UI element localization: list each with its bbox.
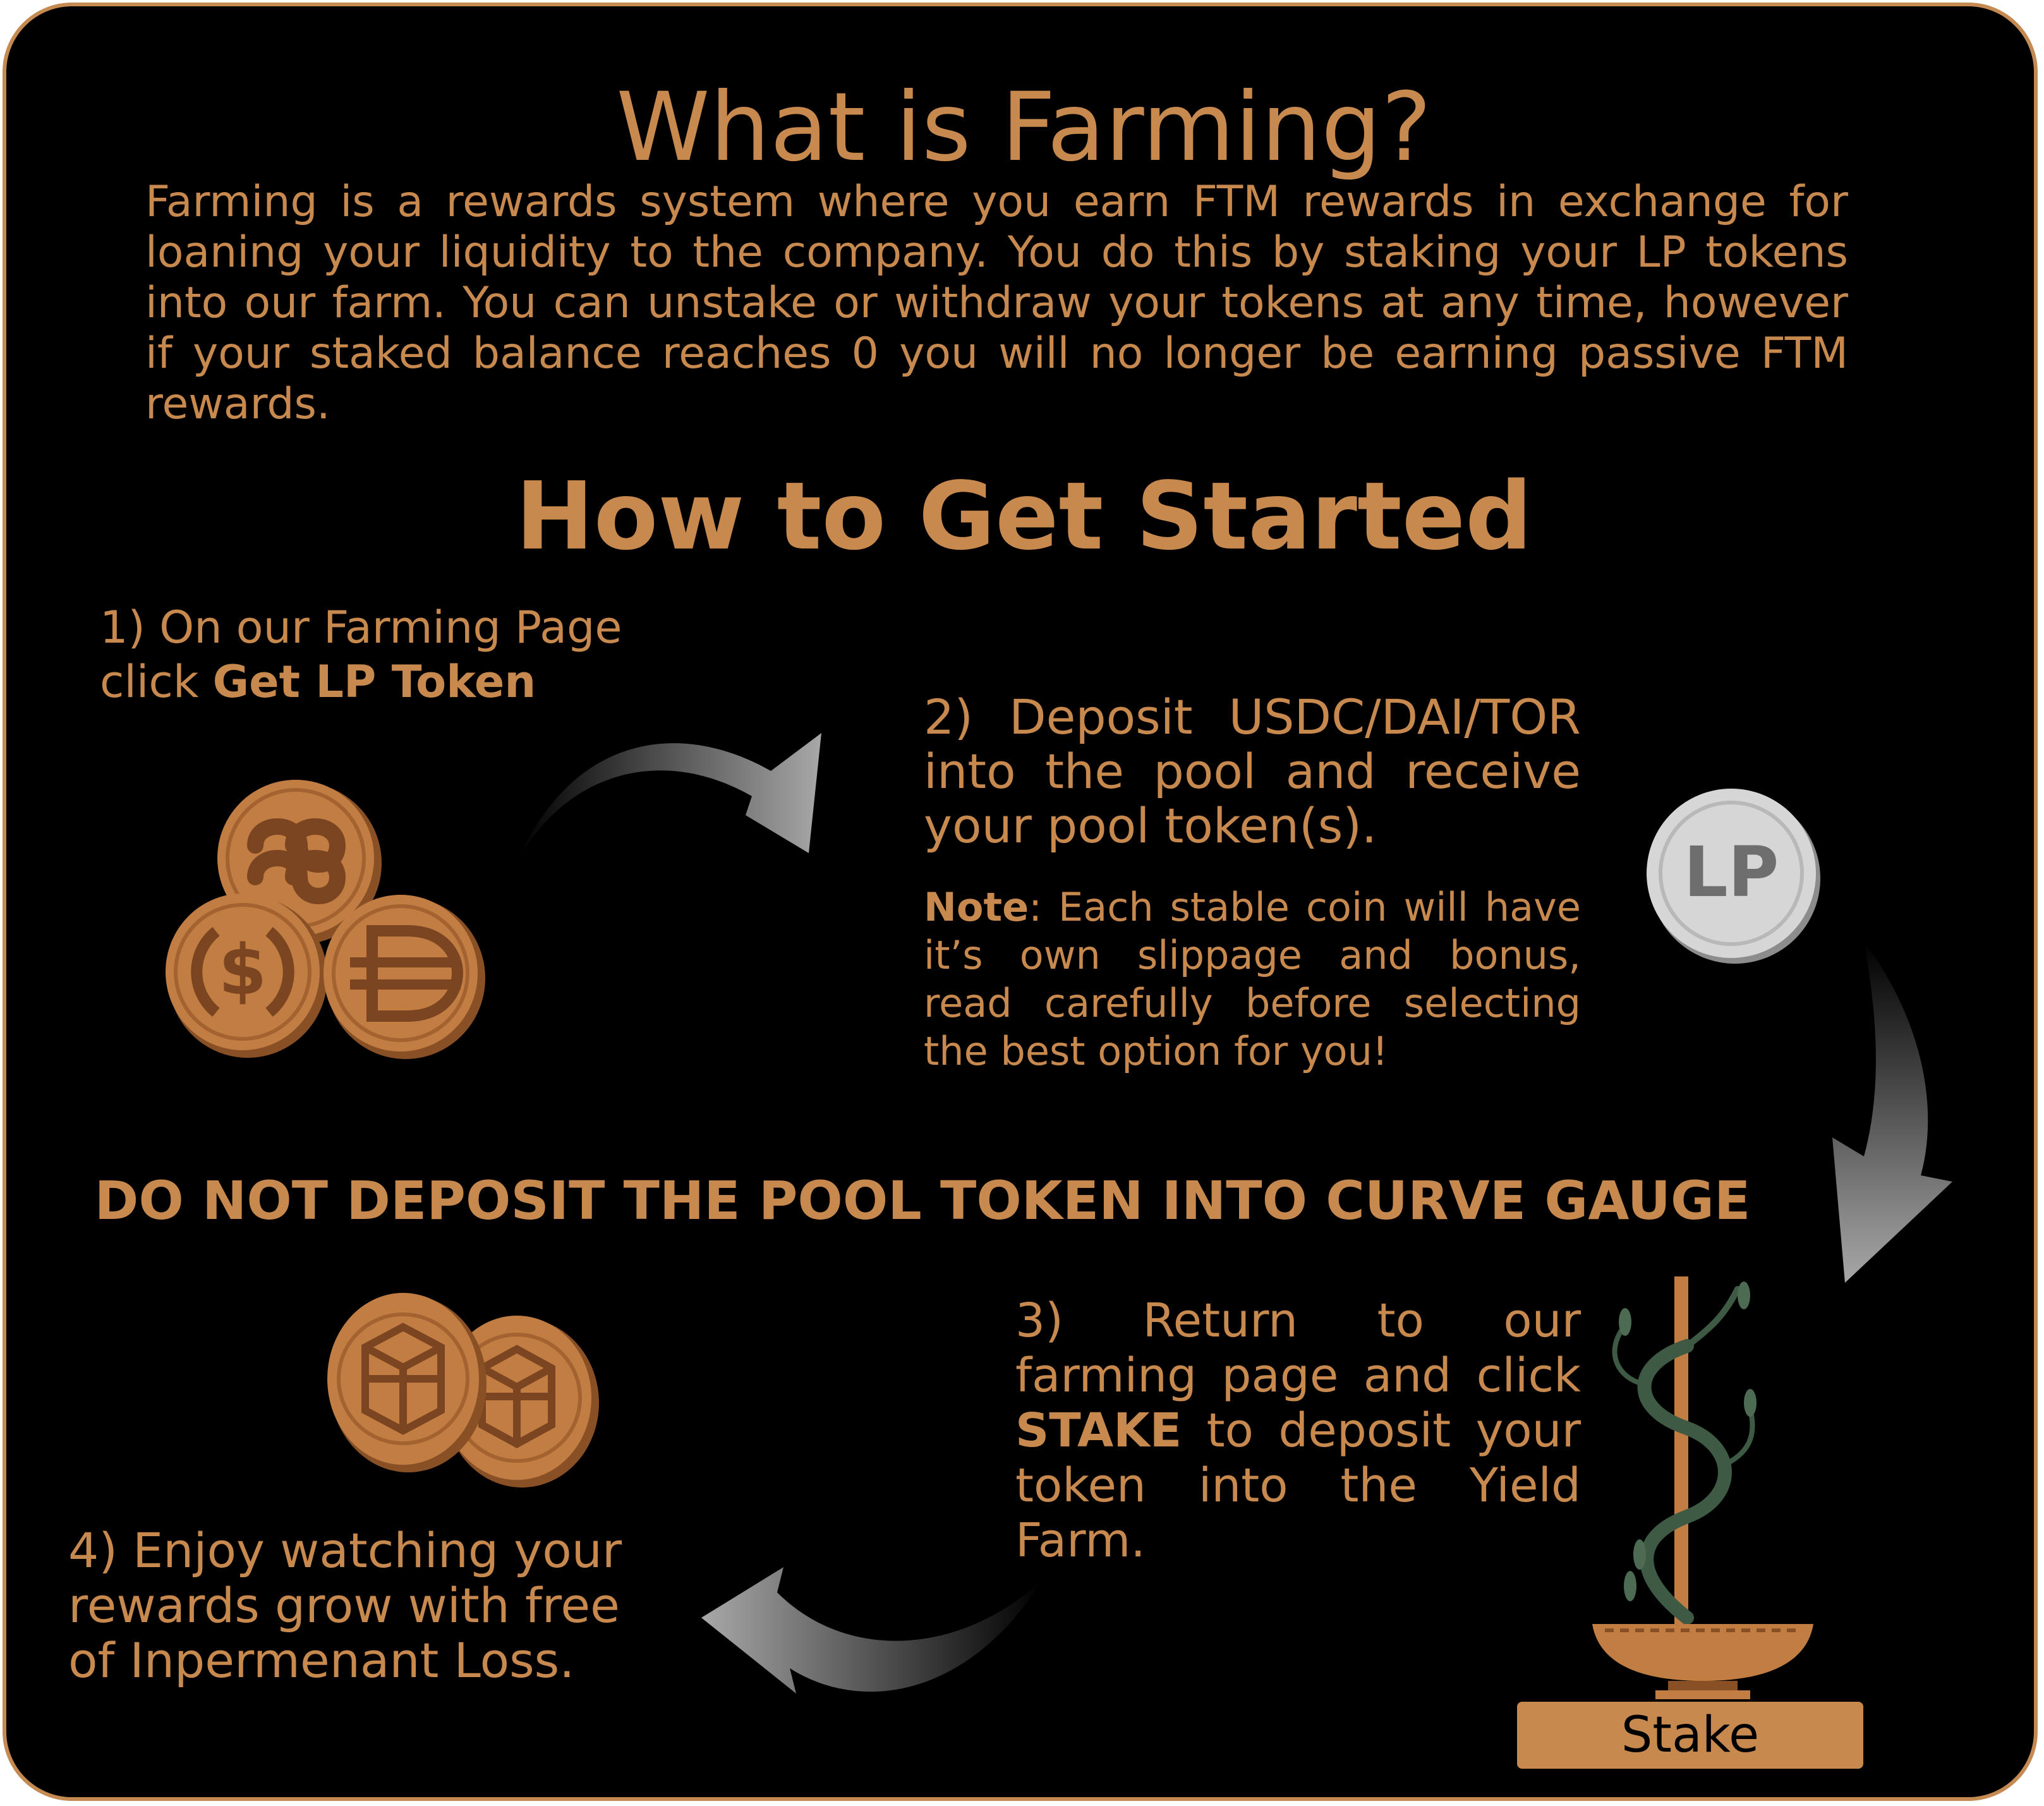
step-1: 1) On our Farming Page click Get LP Toke… <box>100 600 668 709</box>
arrow-right-icon <box>518 733 821 859</box>
step-1-line1: 1) On our Farming Page <box>100 602 622 653</box>
arrow-down-icon <box>1832 942 1952 1283</box>
ftm-coin-icon <box>327 1293 487 1472</box>
dai-coin-icon <box>324 895 485 1059</box>
stake-button[interactable]: Stake <box>1517 1702 1863 1769</box>
note-text: : Each stable coin will have it’s own sl… <box>924 884 1581 1074</box>
step-3: 3) Return to our farming page and click … <box>1015 1294 1581 1568</box>
infographic-card: What is Farming? Farming is a rewards sy… <box>3 3 2038 1801</box>
step-1-prefix: click <box>100 656 213 708</box>
stablecoins-cluster-icon: $ <box>166 780 485 1059</box>
tor-coin-icon <box>217 780 382 944</box>
step-3-suffix: to deposit your token into the Yield Far… <box>1015 1403 1581 1568</box>
page-title: What is Farming? <box>616 73 1432 183</box>
lp-coin-label: LP <box>1684 832 1779 912</box>
intro-paragraph: Farming is a rewards system where you ea… <box>145 177 1848 429</box>
note-label: Note <box>924 884 1029 930</box>
how-to-heading: How to Get Started <box>515 462 1533 571</box>
step-3-prefix: 3) Return to our farming page and click <box>1015 1294 1581 1403</box>
lp-coin-icon: LP <box>1647 789 1820 964</box>
plant-pot-icon <box>1592 1276 1813 1699</box>
stake-label: STAKE <box>1015 1403 1182 1458</box>
usdc-coin-icon: $ <box>166 894 327 1058</box>
ftm-coins-icon <box>327 1293 599 1488</box>
svg-text:$: $ <box>219 930 267 1010</box>
step-4: 4) Enjoy watching your rewards grow with… <box>68 1522 622 1688</box>
arrow-left-icon <box>701 1567 1043 1694</box>
step-2-text: 2) Deposit USDC/DAI/TOR into the pool an… <box>924 689 1581 854</box>
warning-text: DO NOT DEPOSIT THE POOL TOKEN INTO CURVE… <box>94 1170 1751 1232</box>
step-1-line2: click Get LP Token <box>100 655 668 709</box>
step-2-note: Note: Each stable coin will have it’s ow… <box>924 883 1581 1076</box>
get-lp-token-label: Get LP Token <box>212 656 536 708</box>
